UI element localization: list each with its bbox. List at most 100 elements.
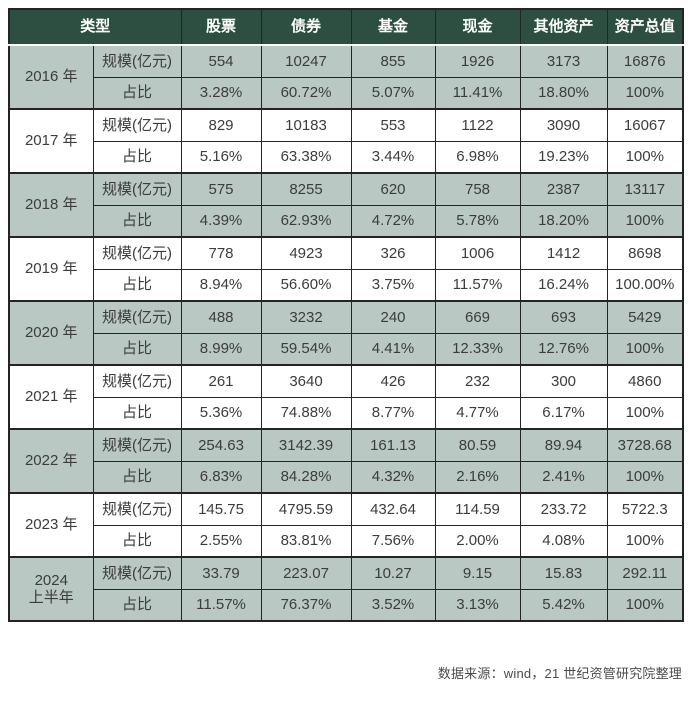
value-cell: 11.57% bbox=[434, 268, 521, 302]
value-cell: 232 bbox=[434, 364, 521, 398]
value-cell: 100% bbox=[606, 204, 684, 238]
value-cell: 261 bbox=[180, 364, 262, 398]
value-cell: 5.07% bbox=[350, 76, 436, 110]
year-label: 2017 年 bbox=[24, 132, 78, 150]
value-cell: 3232 bbox=[260, 300, 352, 334]
value-cell: 3.52% bbox=[350, 588, 436, 622]
value-cell: 100% bbox=[606, 460, 684, 494]
value-cell: 15.83 bbox=[519, 556, 608, 590]
value-cell: 5.78% bbox=[434, 204, 521, 238]
row-type-scale: 规模(亿元) bbox=[92, 236, 182, 270]
value-cell: 855 bbox=[350, 44, 436, 78]
value-cell: 488 bbox=[180, 300, 262, 334]
value-cell: 8255 bbox=[260, 172, 352, 206]
year-cell: 2018 年 bbox=[8, 172, 94, 238]
row-type-scale: 规模(亿元) bbox=[92, 108, 182, 142]
value-cell: 300 bbox=[519, 364, 608, 398]
value-cell: 84.28% bbox=[260, 460, 352, 494]
year-row-scale: 2024 上半年 规模(亿元) 33.79 223.07 10.27 9.15 15.83 29… bbox=[8, 556, 684, 622]
year-cell: 2024 上半年 bbox=[8, 556, 94, 622]
value-cell: 100% bbox=[606, 76, 684, 110]
value-cell: 620 bbox=[350, 172, 436, 206]
value-cell: 161.13 bbox=[350, 428, 436, 462]
value-cell: 18.20% bbox=[519, 204, 608, 238]
year-cell: 2016 年 bbox=[8, 44, 94, 110]
table-header-row: 类型 股票 债券 基金 现金 其他资产 资产总值 bbox=[8, 8, 684, 46]
value-cell: 4860 bbox=[606, 364, 684, 398]
value-cell: 829 bbox=[180, 108, 262, 142]
value-cell: 4.77% bbox=[434, 396, 521, 430]
value-cell: 575 bbox=[180, 172, 262, 206]
value-cell: 63.38% bbox=[260, 140, 352, 174]
value-cell: 223.07 bbox=[260, 556, 352, 590]
year-row-share: 占比 2.55% 83.81% 7.56% 2.00% 4.08% 100% bbox=[9, 524, 684, 558]
year-label: 2018 年 bbox=[24, 196, 78, 214]
value-cell: 13117 bbox=[606, 172, 684, 206]
year-row-scale: 2018 年规模(亿元) 575 8255 620 758 2387 13117 bbox=[8, 172, 684, 238]
header-cell-other-assets: 其他资产 bbox=[519, 8, 608, 46]
value-cell: 758 bbox=[434, 172, 521, 206]
value-cell: 60.72% bbox=[260, 76, 352, 110]
value-cell: 19.23% bbox=[519, 140, 608, 174]
value-cell: 100% bbox=[606, 140, 684, 174]
value-cell: 4.32% bbox=[350, 460, 436, 494]
year-cell: 2023 年 bbox=[8, 492, 94, 558]
value-cell: 80.59 bbox=[434, 428, 521, 462]
year-label: 2024 bbox=[34, 571, 68, 589]
value-cell: 12.33% bbox=[434, 332, 521, 366]
value-cell: 240 bbox=[350, 300, 436, 334]
value-cell: 16876 bbox=[606, 44, 684, 78]
year-cell: 2020 年 bbox=[8, 300, 94, 366]
year-label: 2022 年 bbox=[24, 452, 78, 470]
row-type-scale: 规模(亿元) bbox=[92, 364, 182, 398]
value-cell: 432.64 bbox=[350, 492, 436, 526]
value-cell: 2387 bbox=[519, 172, 608, 206]
source-note: 数据来源：wind，21 世纪资管研究院整理 bbox=[437, 666, 682, 681]
row-type-scale: 规模(亿元) bbox=[92, 428, 182, 462]
header-cell-bonds: 债券 bbox=[260, 8, 352, 46]
value-cell: 669 bbox=[434, 300, 521, 334]
row-type-share: 占比 bbox=[92, 204, 182, 238]
value-cell: 6.83% bbox=[180, 460, 262, 494]
value-cell: 74.88% bbox=[260, 396, 352, 430]
year-label: 2019 年 bbox=[24, 260, 78, 278]
value-cell: 3.44% bbox=[350, 140, 436, 174]
value-cell: 3728.68 bbox=[606, 428, 684, 462]
value-cell: 62.93% bbox=[260, 204, 352, 238]
value-cell: 4923 bbox=[260, 236, 352, 270]
value-cell: 100.00% bbox=[606, 268, 684, 302]
value-cell: 426 bbox=[350, 364, 436, 398]
value-cell: 3.75% bbox=[350, 268, 436, 302]
year-row-share: 占比 11.57% 76.37% 3.52% 3.13% 5.42% 100% bbox=[9, 588, 684, 622]
value-cell: 59.54% bbox=[260, 332, 352, 366]
value-cell: 8.77% bbox=[350, 396, 436, 430]
row-type-share: 占比 bbox=[92, 524, 182, 558]
value-cell: 1926 bbox=[434, 44, 521, 78]
value-cell: 5.42% bbox=[519, 588, 608, 622]
value-cell: 2.00% bbox=[434, 524, 521, 558]
value-cell: 2.41% bbox=[519, 460, 608, 494]
header-cell-cash: 现金 bbox=[434, 8, 521, 46]
row-type-share: 占比 bbox=[92, 396, 182, 430]
value-cell: 693 bbox=[519, 300, 608, 334]
row-type-share: 占比 bbox=[92, 268, 182, 302]
value-cell: 100% bbox=[606, 588, 684, 622]
value-cell: 6.17% bbox=[519, 396, 608, 430]
value-cell: 4.41% bbox=[350, 332, 436, 366]
value-cell: 114.59 bbox=[434, 492, 521, 526]
year-label: 2023 年 bbox=[24, 516, 78, 534]
row-type-scale: 规模(亿元) bbox=[92, 492, 182, 526]
value-cell: 7.56% bbox=[350, 524, 436, 558]
value-cell: 18.80% bbox=[519, 76, 608, 110]
year-row-share: 占比 6.83% 84.28% 4.32% 2.16% 2.41% 100% bbox=[9, 460, 684, 494]
value-cell: 5722.3 bbox=[606, 492, 684, 526]
value-cell: 8.94% bbox=[180, 268, 262, 302]
value-cell: 4795.59 bbox=[260, 492, 352, 526]
value-cell: 3.28% bbox=[180, 76, 262, 110]
year-row-share: 占比 5.36% 74.88% 8.77% 4.77% 6.17% 100% bbox=[9, 396, 684, 430]
year-row-scale: 2022 年规模(亿元) 254.63 3142.39 161.13 80.59 89.9… bbox=[8, 428, 684, 494]
value-cell: 9.15 bbox=[434, 556, 521, 590]
value-cell: 4.72% bbox=[350, 204, 436, 238]
value-cell: 10247 bbox=[260, 44, 352, 78]
